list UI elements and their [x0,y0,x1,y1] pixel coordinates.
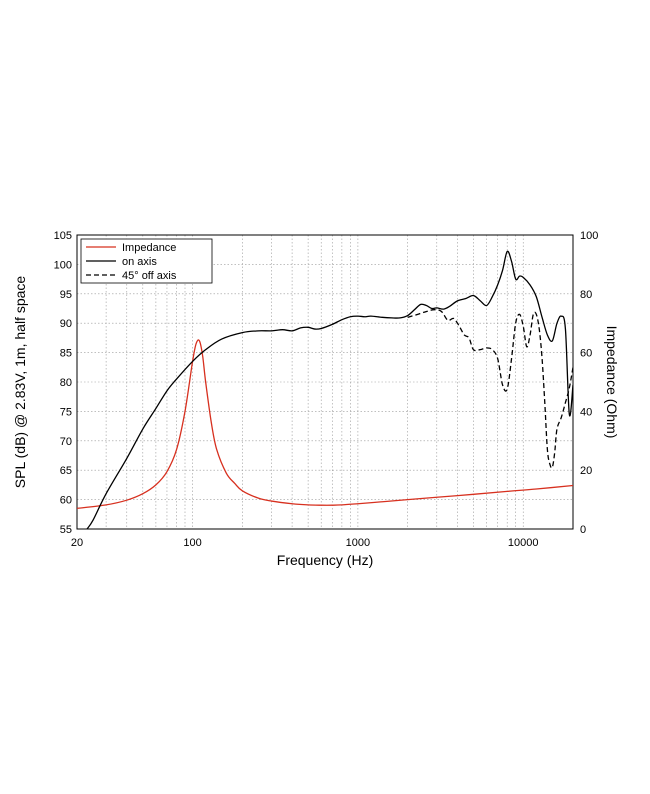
x-axis-title: Frequency (Hz) [277,552,373,568]
y-axis-title: SPL (dB) @ 2.83V, 1m, half space [12,276,28,489]
x-tick-label: 20 [71,537,83,549]
grid-layer [77,235,573,529]
y-tick-label: 55 [60,524,72,536]
series-off-axis [407,309,573,469]
y-tick-label: 90 [60,318,72,330]
y-tick-label: 105 [54,230,72,242]
y-tick-label: 75 [60,406,72,418]
y-tick-label: 80 [60,377,72,389]
y-tick-label: 70 [60,436,72,448]
legend-label-on-axis: on axis [122,256,157,268]
x-tick-label: 100 [183,537,201,549]
plot-frame [76,234,574,530]
y2-tick-label: 100 [580,230,598,242]
y2-tick-label: 20 [580,465,592,477]
y2-tick-label: 40 [580,406,592,418]
tick-layer: 20 100 1000 10000 55 60 65 70 75 80 85 90 95 100 105 0 2… [54,230,599,549]
x-tick-label: 10000 [508,537,539,549]
legend: Impedance on axis 45° off axis [80,238,213,284]
y2-tick-label: 0 [580,524,586,536]
y-tick-label: 100 [54,259,72,271]
series-layer [77,250,573,529]
x-tick-label: 1000 [346,537,370,549]
legend-label-impedance: Impedance [122,242,176,254]
series-impedance [77,339,573,510]
y2-axis-title: Impedance (Ohm) [604,326,620,439]
legend-label-off-axis: 45° off axis [122,270,177,282]
y-tick-label: 65 [60,465,72,477]
y-tick-label: 95 [60,289,72,301]
series-on-axis [86,250,573,529]
y2-tick-label: 80 [580,289,592,301]
y-tick-label: 60 [60,495,72,507]
y2-tick-label: 60 [580,348,592,360]
y-tick-label: 85 [60,348,72,360]
